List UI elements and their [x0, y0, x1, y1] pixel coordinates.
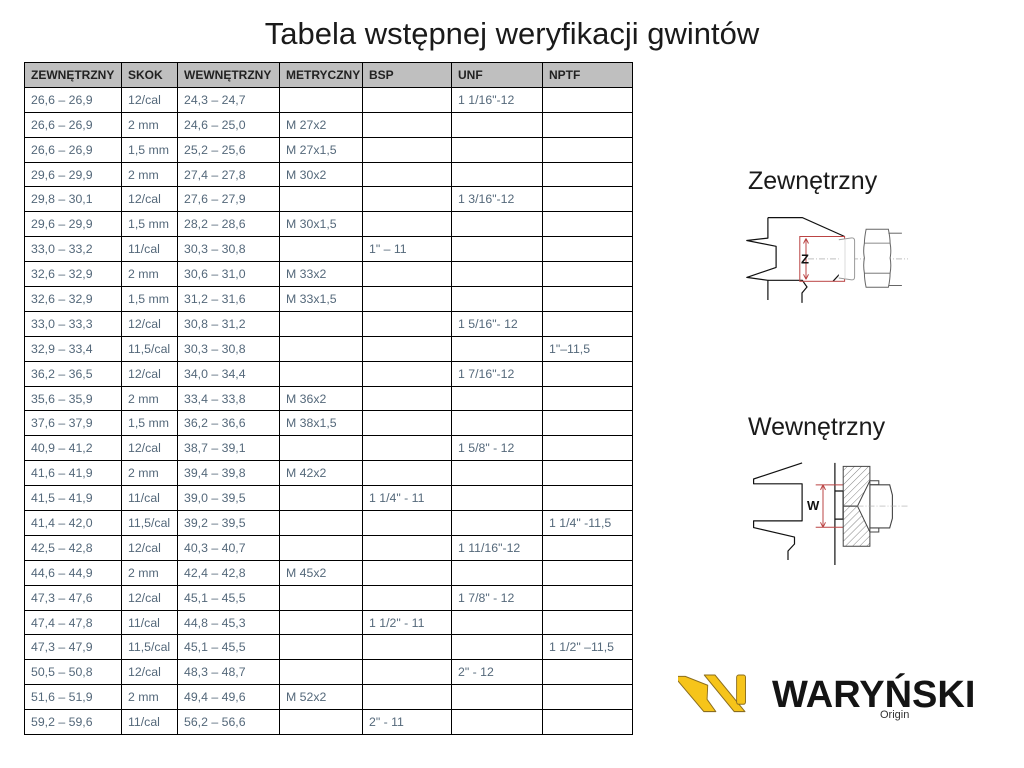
svg-text:WARYŃSKI: WARYŃSKI — [772, 672, 975, 716]
svg-text:Z: Z — [801, 252, 809, 267]
svg-text:Origin: Origin — [880, 709, 909, 721]
svg-text:W: W — [807, 498, 820, 513]
